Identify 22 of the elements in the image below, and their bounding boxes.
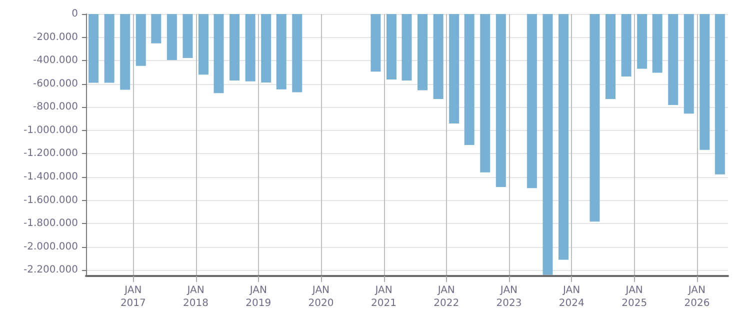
- y-tick-label: -2.200.000: [23, 264, 78, 276]
- y-tick-label: -1.200.000: [23, 148, 78, 160]
- y-tick-label: -200.000: [33, 32, 78, 43]
- x-tick-label: JAN 2017: [120, 285, 146, 309]
- y-tick-label: -1.800.000: [23, 218, 78, 230]
- x-tick-label: JAN 2023: [496, 285, 522, 309]
- y-tick-label: 0: [72, 8, 78, 20]
- x-tick-label: JAN 2026: [684, 285, 710, 309]
- y-tick-label: -600.000: [33, 78, 78, 90]
- y-tick-label: -1.000.000: [23, 124, 78, 136]
- y-tick-label: -800.000: [33, 102, 78, 113]
- x-tick-label: JAN 2019: [246, 285, 272, 309]
- y-tick-label: -2.000.000: [23, 241, 78, 252]
- x-tick-label: JAN 2020: [308, 285, 334, 309]
- x-tick-label: JAN 2022: [434, 285, 460, 309]
- y-tick-label: -400.000: [33, 55, 78, 66]
- x-tick-label: JAN 2018: [183, 285, 208, 309]
- x-tick-label: JAN 2024: [558, 285, 584, 309]
- x-tick-label: JAN 2021: [371, 285, 396, 309]
- y-tick-label: -1.400.000: [23, 172, 78, 183]
- x-tick-label: JAN 2025: [622, 285, 648, 309]
- y-tick-label: -1.600.000: [23, 194, 78, 206]
